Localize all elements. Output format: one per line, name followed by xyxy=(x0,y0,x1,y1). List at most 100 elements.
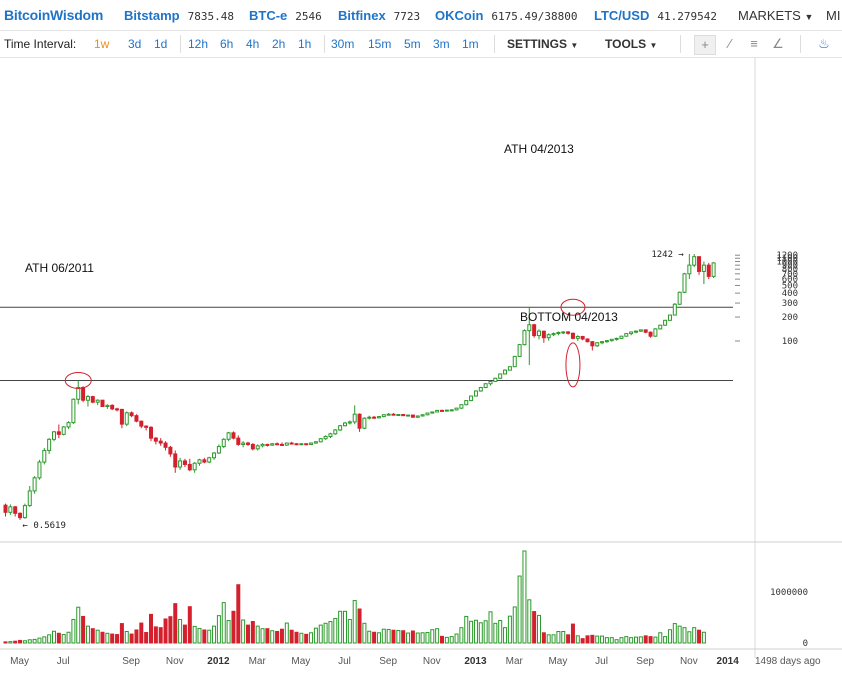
candle xyxy=(236,435,241,446)
line-tool-icon[interactable]: ∕ xyxy=(728,36,732,51)
candle xyxy=(168,445,173,457)
volume-bar xyxy=(551,634,556,644)
candle-body xyxy=(701,264,706,272)
candle xyxy=(139,420,144,429)
interval-15m[interactable]: 15m xyxy=(368,37,392,51)
price-tick-label: 700 xyxy=(782,270,798,280)
volume-bar xyxy=(357,608,362,644)
volume-bar xyxy=(614,639,619,644)
crosshair-tool-icon[interactable]: + xyxy=(694,35,716,55)
candle-body xyxy=(182,460,187,465)
volume-tick-label: 1000000 xyxy=(770,588,808,598)
candle-body xyxy=(638,329,643,332)
candle-body xyxy=(575,335,580,339)
candle xyxy=(18,512,23,520)
candle xyxy=(643,329,648,334)
volume-bar xyxy=(294,631,299,644)
candle xyxy=(672,303,677,316)
volume-bar xyxy=(81,615,86,644)
interval-5m[interactable]: 5m xyxy=(404,37,421,51)
candle xyxy=(454,407,459,411)
markets-menu[interactable]: MARKETS ▼ xyxy=(738,8,813,23)
candle-body xyxy=(173,453,178,468)
candle xyxy=(420,414,425,417)
candle-body xyxy=(634,330,638,333)
volume-bar xyxy=(459,627,464,644)
candle xyxy=(260,443,265,448)
horizontal-lines-tool-icon[interactable]: ≡ xyxy=(750,36,758,51)
candle xyxy=(711,262,716,279)
volume-bar xyxy=(464,615,469,644)
candle xyxy=(653,328,658,337)
candle xyxy=(629,331,634,336)
candle xyxy=(677,291,682,305)
exchange-ticker[interactable]: BTC-e 2546 xyxy=(249,8,322,23)
time-tick-label: May xyxy=(10,656,29,667)
volume-bar xyxy=(604,637,609,644)
time-tick-label: Sep xyxy=(122,656,140,667)
candle-body xyxy=(376,416,381,419)
exchange-ticker[interactable]: LTC/USD 41.279542 xyxy=(594,8,717,23)
volume-bar xyxy=(110,633,115,644)
volume-bar xyxy=(454,633,459,644)
candle xyxy=(638,329,643,332)
candle-body xyxy=(47,438,52,451)
candle-body xyxy=(372,416,377,419)
interval-30m[interactable]: 30m xyxy=(331,37,355,51)
volume-bar xyxy=(420,632,425,644)
interval-1w[interactable]: 1w xyxy=(94,37,110,51)
candle xyxy=(52,430,56,442)
exchange-ticker[interactable]: Bitfinex 7723 xyxy=(338,8,420,23)
candle xyxy=(522,329,527,346)
settings-menu[interactable]: SETTINGS ▼ xyxy=(507,37,578,51)
site-logo[interactable]: BitcoinWisdom xyxy=(4,7,104,23)
interval-2h[interactable]: 2h xyxy=(272,37,286,51)
candle xyxy=(396,413,401,416)
candle xyxy=(246,441,250,446)
interval-1m[interactable]: 1m xyxy=(462,37,479,51)
candle-body xyxy=(115,408,120,411)
volume-bar xyxy=(556,631,561,644)
candle-body xyxy=(294,443,299,446)
volume-bar xyxy=(105,632,110,644)
candle-body xyxy=(66,422,71,428)
candle xyxy=(566,331,571,335)
candle-body xyxy=(328,433,333,437)
interval-12h[interactable]: 12h xyxy=(188,37,209,51)
more-menu[interactable]: MI xyxy=(826,8,841,23)
interval-6h[interactable]: 6h xyxy=(220,37,234,51)
candle-body xyxy=(231,432,236,439)
candle-body xyxy=(682,273,687,293)
toolbar-divider xyxy=(180,35,181,53)
candle-body xyxy=(585,338,590,343)
candle-body xyxy=(343,422,347,427)
exchange-ticker[interactable]: Bitstamp 7835.48 xyxy=(124,8,234,23)
exchange-ticker[interactable]: OKCoin 6175.49/38800 xyxy=(435,8,577,23)
volume-bar xyxy=(289,629,294,644)
volume-bar xyxy=(386,628,391,644)
candle-body xyxy=(246,442,250,445)
fib-tool-icon[interactable]: ∠ xyxy=(772,36,784,51)
chart-grid xyxy=(0,58,842,658)
alert-bell-icon[interactable]: ♨ xyxy=(818,36,830,51)
volume-bar xyxy=(440,635,444,644)
candle xyxy=(546,333,551,341)
candle-body xyxy=(212,452,217,459)
candle-body xyxy=(551,333,556,336)
interval-3d[interactable]: 3d xyxy=(128,37,142,51)
tools-menu[interactable]: TOOLS ▼ xyxy=(605,37,657,51)
volume-bar xyxy=(42,636,47,644)
interval-1d[interactable]: 1d xyxy=(154,37,168,51)
annotation-ellipse xyxy=(64,371,92,389)
candle xyxy=(512,355,517,368)
candle-body xyxy=(357,413,362,429)
interval-3m[interactable]: 3m xyxy=(433,37,450,51)
interval-4h[interactable]: 4h xyxy=(246,37,260,51)
time-tick-label: Jul xyxy=(57,656,70,667)
candle-body xyxy=(333,429,338,435)
candle xyxy=(178,457,183,470)
interval-1h[interactable]: 1h xyxy=(298,37,312,51)
markets-label: MARKETS xyxy=(738,8,801,23)
price-chart[interactable]: 100200300400500600700800900100011001200 … xyxy=(0,58,842,673)
candle xyxy=(270,443,275,446)
